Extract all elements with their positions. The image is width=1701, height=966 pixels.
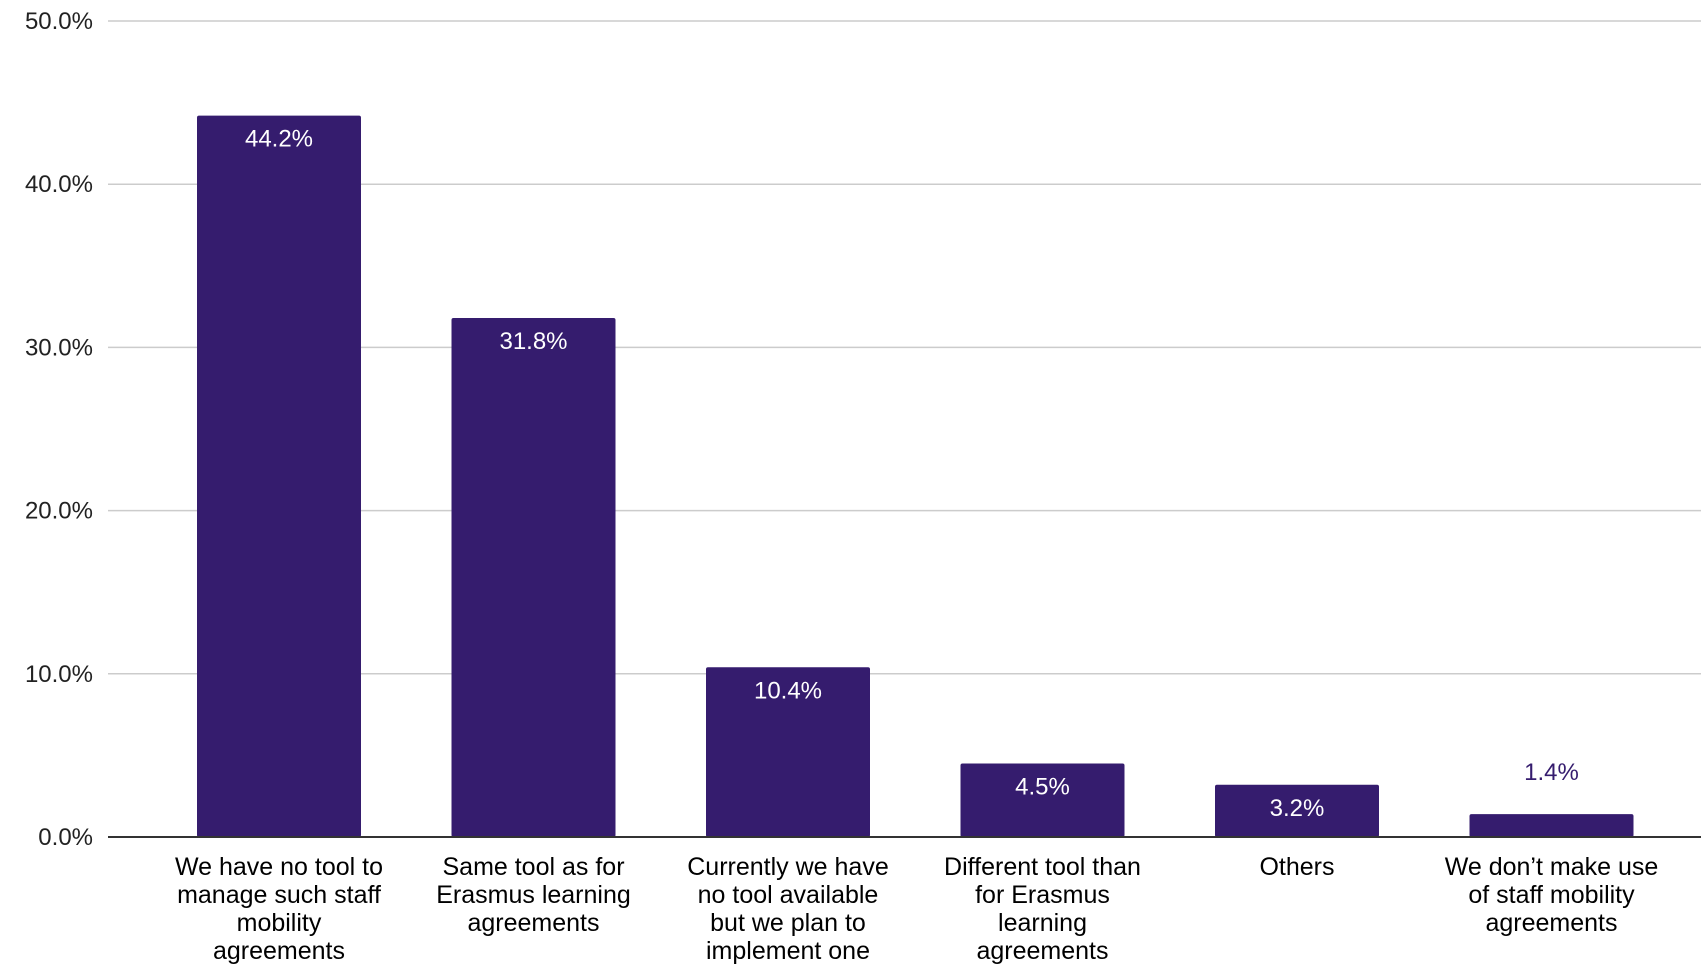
data-label: 44.2% — [245, 126, 313, 153]
x-category-label: Different tool than for Erasmus learning ag… — [944, 853, 1141, 965]
data-label: 1.4% — [1524, 759, 1579, 786]
bar — [451, 318, 616, 837]
x-category-label-line: We have no tool to — [175, 853, 383, 881]
x-category-label: We don’t make use of staff mobility agreem… — [1445, 853, 1659, 937]
x-category-label: Currently we have no tool available but we… — [687, 853, 888, 965]
bar — [706, 667, 870, 837]
x-category-label: Others — [1259, 853, 1334, 881]
y-axis-tick-labels: 0.0% 10.0% 20.0% 30.0% 40.0% 50.0% — [25, 8, 93, 851]
x-category-label-line: learning — [998, 909, 1087, 937]
x-category-label-line: of staff mobility — [1468, 881, 1635, 909]
data-label: 3.2% — [1270, 795, 1325, 822]
y-tick-label: 50.0% — [25, 8, 93, 35]
bars — [197, 115, 1634, 837]
x-category-label-line: Others — [1259, 853, 1334, 881]
bar — [1469, 814, 1634, 837]
x-category-label: We have no tool to manage such staff mobil… — [175, 853, 383, 965]
x-category-label-line: but we plan to — [710, 909, 866, 937]
y-tick-label: 30.0% — [25, 334, 93, 361]
x-category-label-line: Same tool as for — [442, 853, 624, 881]
bar — [960, 763, 1125, 837]
x-category-label-line: agreements — [976, 937, 1108, 965]
data-label: 31.8% — [499, 328, 567, 355]
x-category-label-line: for Erasmus — [975, 881, 1110, 909]
x-category-label-line: Different tool than — [944, 853, 1141, 881]
x-category-label-line: agreements — [213, 937, 345, 965]
data-label: 10.4% — [754, 677, 822, 704]
x-category-label-line: mobility — [237, 909, 322, 937]
data-labels: 44.2% 31.8% 10.4% 4.5% 3.2% 1.4% — [245, 126, 1579, 822]
x-category-label-line: implement one — [706, 937, 870, 965]
x-category-label-line: Currently we have — [687, 853, 888, 881]
y-tick-label: 40.0% — [25, 171, 93, 198]
x-category-label-line: agreements — [467, 909, 599, 937]
y-tick-label: 20.0% — [25, 498, 93, 525]
x-category-label-line: agreements — [1485, 909, 1617, 937]
x-category-label-line: Erasmus learning — [436, 881, 631, 909]
x-category-label-line: We don’t make use — [1445, 853, 1659, 881]
x-category-label: Same tool as for Erasmus learning agreemen… — [436, 853, 631, 937]
x-axis-category-labels: We have no tool to manage such staff mobil… — [175, 853, 1658, 965]
bar — [1215, 784, 1379, 837]
y-tick-label: 0.0% — [38, 824, 93, 851]
bar — [197, 115, 361, 837]
gridlines — [108, 20, 1701, 675]
y-tick-label: 10.0% — [25, 661, 93, 688]
data-label: 4.5% — [1015, 774, 1070, 801]
x-category-label-line: no tool available — [698, 881, 879, 909]
x-category-label-line: manage such staff — [177, 881, 381, 909]
